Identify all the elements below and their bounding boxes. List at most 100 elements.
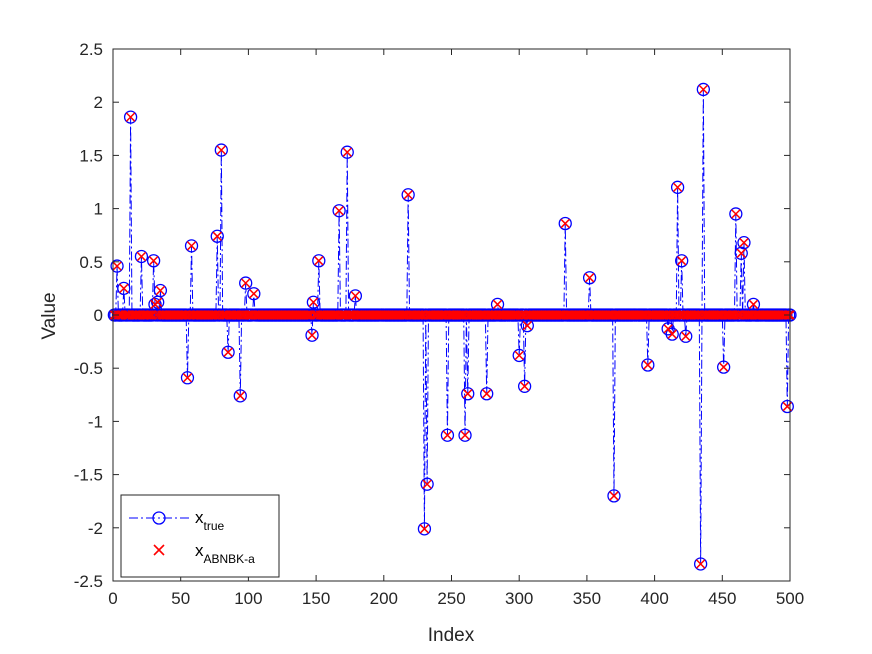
point-true-498: [780, 399, 794, 414]
point-abnbk-494: [777, 310, 787, 320]
axes: 0 50 100 150 200 250 300 350 400 450 500 2.5 2 1.5 1 0.…: [74, 40, 804, 608]
x-tick-label-400: 400: [640, 589, 668, 608]
point-true-58: [184, 239, 199, 253]
point-true-148: [306, 295, 321, 309]
point-true-77: [210, 229, 224, 243]
point-abnbk-148: [308, 297, 319, 307]
point-abnbk-473: [748, 299, 759, 310]
point-abnbk-26: [143, 310, 153, 320]
point-abnbk-173: [342, 147, 352, 157]
point-abnbk-466: [739, 237, 749, 248]
point-abnbk-218: [403, 190, 413, 200]
point-true-13: [123, 110, 138, 124]
point-abnbk-419: [675, 310, 686, 320]
point-true-98: [239, 276, 253, 290]
point-abnbk-27: [144, 310, 155, 320]
point-true-370: [607, 489, 621, 503]
point-abnbk-284: [492, 299, 503, 310]
point-true-466: [737, 235, 751, 250]
point-abnbk-55: [182, 373, 193, 383]
point-abnbk-80: [216, 145, 227, 155]
legend-abnbk-label: xABNBK-a: [195, 541, 255, 566]
point-abnbk-447: [713, 310, 723, 320]
point-true-420: [675, 254, 689, 268]
point-abnbk-256: [454, 310, 465, 320]
point-true-179: [348, 289, 363, 303]
point-true-460: [729, 207, 743, 221]
point-abnbk-169: [337, 310, 347, 320]
point-abnbk-330: [555, 310, 565, 320]
point-abnbk-334: [560, 218, 570, 229]
point-abnbk-228: [416, 310, 427, 320]
point-abnbk-73: [207, 310, 217, 320]
point-abnbk-51: [177, 310, 187, 320]
point-true-230: [417, 522, 432, 536]
point-abnbk-456: [725, 310, 736, 320]
point-abnbk-296: [509, 310, 519, 320]
point-true-152: [312, 254, 326, 268]
point-abnbk-232: [422, 479, 432, 489]
point-true-232: [420, 477, 434, 491]
point-abnbk-94: [235, 391, 246, 401]
point-abnbk-304: [519, 381, 530, 392]
x-tick-label-450: 450: [708, 589, 736, 608]
point-abnbk-144: [303, 310, 313, 320]
point-abnbk-30: [148, 256, 159, 266]
point-abnbk-100: [243, 310, 254, 320]
legend: xtrue xABNBK-a: [120, 494, 280, 578]
point-abnbk-451: [718, 362, 729, 372]
point-abnbk-306: [522, 320, 533, 331]
point-abnbk-8: [119, 283, 129, 294]
point-abnbk-391: [637, 310, 648, 320]
point-abnbk-462: [733, 310, 744, 320]
point-abnbk-17: [131, 310, 141, 320]
y-tick-label-2.5: 2.5: [79, 40, 103, 59]
y-tick-label-1.5: 1.5: [79, 146, 103, 165]
point-abnbk-410: [663, 324, 673, 334]
point-true-218: [401, 188, 415, 202]
point-true-80: [214, 143, 228, 157]
point-abnbk-243: [437, 310, 447, 320]
point-abnbk-214: [398, 310, 408, 320]
point-abnbk-104: [249, 288, 259, 299]
y-tick-label-2: 2: [94, 93, 103, 112]
point-abnbk-406: [657, 310, 668, 320]
x-tick-label-100: 100: [234, 589, 262, 608]
point-abnbk-85: [223, 347, 233, 357]
point-abnbk-417: [672, 182, 683, 193]
legend-true-label: xtrue: [195, 508, 225, 533]
point-true-247: [440, 428, 455, 442]
point-abnbk-247: [442, 430, 453, 440]
point-abnbk-409: [662, 310, 672, 320]
x-tick-label-200: 200: [370, 589, 398, 608]
point-abnbk-413: [667, 329, 677, 339]
point-abnbk-81: [217, 310, 228, 320]
legend-abnbk-marker: [153, 544, 165, 556]
point-abnbk-163: [328, 310, 339, 320]
point-true-173: [340, 145, 354, 159]
point-true-30: [146, 254, 161, 268]
x-tick-label-250: 250: [437, 589, 465, 608]
point-abnbk-29: [147, 310, 158, 320]
y-tick-label--2.5: -2.5: [74, 572, 103, 591]
point-abnbk-33: [152, 297, 163, 307]
x-tick-label-0: 0: [108, 589, 117, 608]
point-abnbk-76: [211, 310, 221, 320]
point-abnbk-370: [609, 491, 619, 501]
point-abnbk-21: [136, 251, 147, 262]
point-true-167: [332, 204, 346, 218]
point-abnbk-35: [155, 285, 166, 296]
point-abnbk-280: [487, 310, 497, 320]
point-abnbk-460: [731, 209, 741, 219]
point-true-423: [679, 329, 693, 343]
point-true-94: [233, 389, 247, 403]
point-true-35: [153, 283, 168, 298]
point-abnbk-147: [307, 330, 317, 340]
y-tick-label--1: -1: [88, 412, 103, 431]
point-true-276: [480, 387, 494, 401]
point-true-260: [458, 428, 472, 442]
point-abnbk-175: [345, 310, 355, 320]
point-abnbk-143: [301, 310, 312, 320]
point-abnbk-226: [414, 310, 424, 320]
x-tick-label-500: 500: [776, 589, 804, 608]
